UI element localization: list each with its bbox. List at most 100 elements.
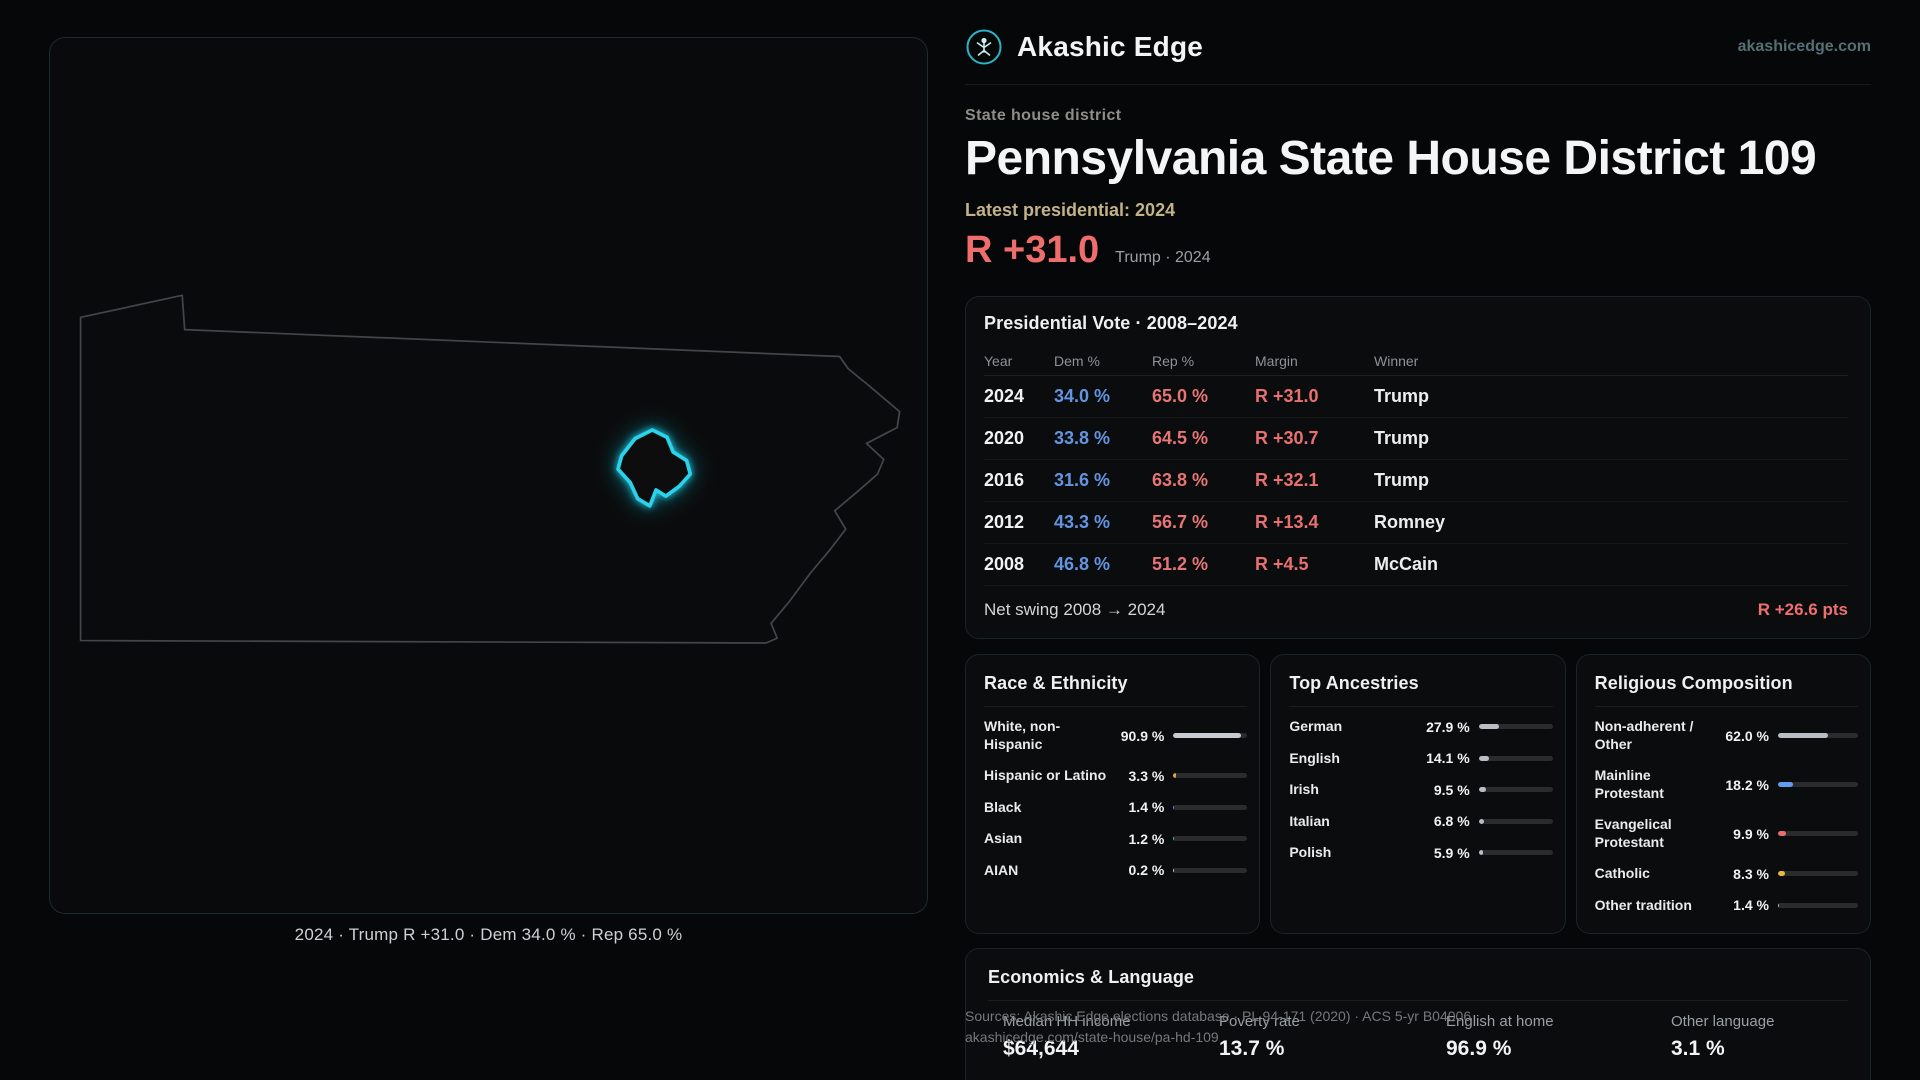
stat-poverty-rate: Poverty rate 13.7 %: [1219, 1013, 1446, 1061]
cell-winner: Trump: [1374, 386, 1430, 407]
headline-margin-context: Trump · 2024: [1115, 249, 1211, 267]
card-title: Presidential Vote · 2008–2024: [984, 313, 1238, 334]
row-value: 62.0 %: [1725, 727, 1769, 744]
cell-winner: McCain: [1374, 554, 1439, 575]
cell-year: 2024: [984, 386, 1025, 407]
cell-dem: 33.8 %: [1054, 428, 1111, 449]
bar-track: [1478, 850, 1553, 856]
district-map-panel: [49, 37, 928, 914]
latest-presidential-label: Latest presidential: 2024: [965, 200, 1176, 221]
bar-track: [1173, 733, 1248, 739]
race-row: Asian 1.2 %: [984, 823, 1248, 855]
bar-fill: [1478, 755, 1490, 761]
col-year: Year: [984, 352, 1013, 369]
ancestry-row: Irish 9.5 %: [1289, 774, 1553, 806]
row-value: 1.4 %: [1128, 799, 1165, 816]
top-ancestries-card: Top Ancestries German 27.9 % English 14.…: [1270, 654, 1566, 935]
row-value: 9.9 %: [1733, 825, 1769, 842]
bar-track: [1478, 787, 1553, 793]
row-value: 0.2 %: [1128, 862, 1165, 879]
brand-title[interactable]: Akashic Edge: [1017, 31, 1204, 62]
map-caption: 2024 · Trump R +31.0 · Dem 34.0 % · Rep …: [294, 925, 683, 944]
cell-winner: Romney: [1374, 512, 1446, 533]
cell-rep: 51.2 %: [1152, 554, 1209, 575]
stat-median-income: Median HH income $64,644: [1003, 1013, 1219, 1061]
row-label: Catholic: [1594, 865, 1650, 882]
divider: [1594, 706, 1858, 708]
net-swing-label: Net swing 2008 → 2024: [984, 600, 1166, 620]
row-label: Asian: [984, 830, 1023, 847]
pennsylvania-map: [79, 294, 901, 644]
highlighted-district-shape[interactable]: [616, 428, 693, 508]
cell-margin: R +13.4: [1255, 512, 1319, 533]
bar-fill: [1478, 724, 1500, 730]
cell-rep: 56.7 %: [1152, 512, 1209, 533]
col-winner: Winner: [1374, 352, 1419, 369]
cell-margin: R +4.5: [1255, 554, 1309, 575]
cell-dem: 43.3 %: [1054, 512, 1111, 533]
bar-track: [1777, 831, 1858, 837]
economics-language-card: Economics & Language Median HH income $6…: [965, 948, 1871, 1080]
demographics-row: Race & Ethnicity White, non-Hispanic 90.…: [965, 654, 1871, 935]
bar-fill: [1777, 782, 1793, 788]
ancestry-row: Polish 5.9 %: [1289, 837, 1553, 869]
stat-label: Median HH income: [1003, 1013, 1131, 1031]
stat-value: 13.7 %: [1219, 1037, 1285, 1061]
cell-winner: Trump: [1374, 470, 1430, 491]
row-value: 90.9 %: [1120, 727, 1165, 744]
row-value: 27.9 %: [1426, 718, 1470, 735]
row-label: Polish: [1289, 844, 1332, 861]
card-title: Top Ancestries: [1289, 673, 1419, 694]
card-title: Race & Ethnicity: [984, 673, 1128, 694]
cell-winner: Trump: [1374, 428, 1430, 449]
row-value: 1.2 %: [1128, 830, 1165, 847]
row-label: Mainline Protestant: [1594, 767, 1664, 801]
religion-row: Evangelical Protestant 9.9 %: [1595, 809, 1858, 858]
race-ethnicity-card: Race & Ethnicity White, non-Hispanic 90.…: [965, 654, 1261, 935]
stat-other-language: Other language 3.1 %: [1671, 1013, 1848, 1061]
stat-value: 96.9 %: [1446, 1037, 1512, 1061]
headline-margin-row: R +31.0 Trump · 2024: [965, 229, 1871, 272]
akashic-logo-icon: [965, 28, 1003, 66]
stat-english-at-home: English at home 96.9 %: [1446, 1013, 1671, 1061]
bar-track: [1173, 773, 1248, 779]
row-value: 6.8 %: [1433, 813, 1470, 830]
bar-fill: [1777, 831, 1786, 837]
row-label: Other tradition: [1594, 896, 1692, 913]
cell-margin: R +30.7: [1255, 428, 1319, 449]
ancestry-row: English 14.1 %: [1289, 743, 1553, 775]
bar-track: [1173, 867, 1248, 873]
bar-fill: [1173, 773, 1176, 779]
row-label: Italian: [1289, 812, 1330, 829]
bar-fill: [1777, 902, 1780, 908]
bar-track: [1478, 818, 1553, 824]
bar-fill: [1173, 836, 1175, 842]
detail-column: Akashic Edge akashicedge.com State house…: [965, 0, 1871, 1080]
economics-stats-row: Median HH income $64,644 Poverty rate 13…: [1003, 1013, 1848, 1061]
table-row: 2016 31.6 % 63.8 % R +32.1 Trump: [984, 460, 1848, 503]
cell-year: 2012: [984, 512, 1025, 533]
bar-track: [1777, 871, 1858, 877]
row-value: 8.3 %: [1733, 865, 1769, 882]
row-label: Black: [984, 798, 1022, 815]
stat-value: $64,644: [1003, 1037, 1079, 1061]
row-label: English: [1289, 749, 1340, 766]
footer-permalink[interactable]: akashicedge.com/state-house/pa-hd-109: [965, 1029, 1219, 1045]
row-value: 3.3 %: [1128, 767, 1165, 784]
race-row: White, non-Hispanic 90.9 %: [984, 711, 1248, 760]
stat-label: English at home: [1446, 1013, 1554, 1031]
net-swing-value: R +26.6 pts: [1757, 600, 1848, 620]
table-header-row: Year Dem % Rep % Margin Winner: [984, 346, 1848, 377]
bar-fill: [1478, 850, 1484, 856]
row-value: 5.9 %: [1433, 844, 1470, 861]
site-url-link[interactable]: akashicedge.com: [1737, 38, 1871, 55]
cell-year: 2016: [984, 470, 1025, 491]
col-dem: Dem %: [1054, 352, 1100, 369]
col-rep: Rep %: [1152, 352, 1195, 369]
bar-track: [1777, 782, 1858, 788]
religious-composition-card: Religious Composition Non-adherent / Oth…: [1575, 654, 1871, 935]
ancestry-row: Italian 6.8 %: [1289, 806, 1553, 838]
religion-row: Non-adherent / Other 62.0 %: [1595, 711, 1858, 760]
row-label: Evangelical Protestant: [1594, 816, 1672, 850]
row-label: White, non-Hispanic: [984, 718, 1061, 752]
